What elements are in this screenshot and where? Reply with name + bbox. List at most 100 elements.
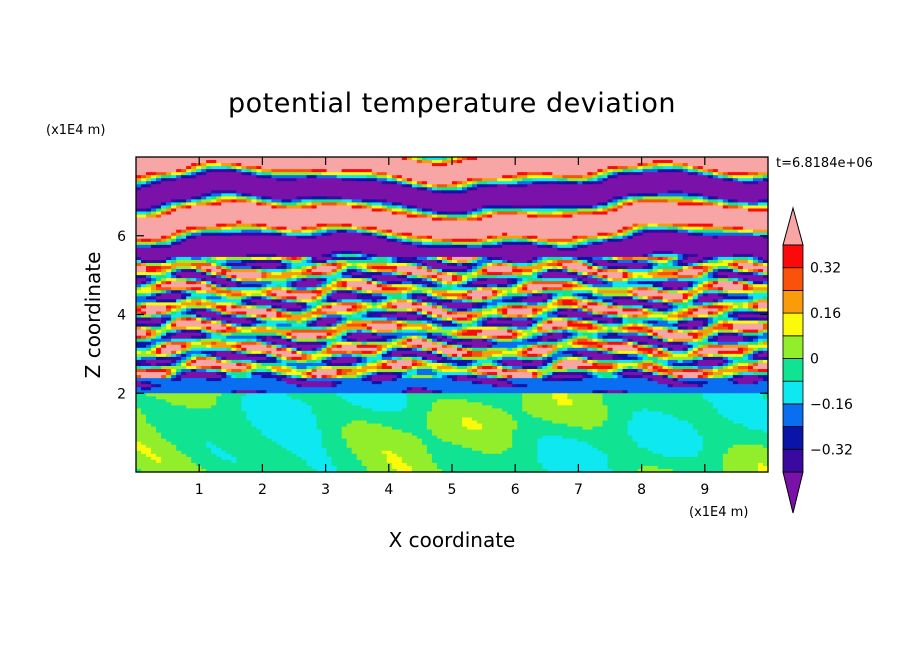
heatmap-cell <box>266 211 273 216</box>
heatmap-cell <box>396 269 403 273</box>
heatmap-cell <box>356 241 363 246</box>
heatmap-cell <box>527 172 533 176</box>
heatmap-cell <box>572 190 578 194</box>
heatmap-cell <box>251 172 257 176</box>
heatmap-cell <box>547 253 553 258</box>
heatmap-cell <box>687 205 694 210</box>
heatmap-cell <box>146 253 152 258</box>
heatmap-cell <box>677 181 684 185</box>
heatmap-cell <box>166 163 172 167</box>
heatmap-cell <box>547 241 553 246</box>
heatmap-cell <box>386 256 393 261</box>
heatmap-cell <box>386 175 393 179</box>
heatmap-cell <box>161 232 167 237</box>
heatmap-cell <box>326 193 333 197</box>
heatmap-cell <box>487 172 493 176</box>
heatmap-cell <box>256 223 262 228</box>
heatmap-cell <box>236 157 242 161</box>
heatmap-cell <box>712 163 719 167</box>
heatmap-cell <box>391 259 398 264</box>
heatmap-cell <box>537 208 543 213</box>
heatmap-cell <box>401 196 408 201</box>
heatmap-cell <box>341 235 348 240</box>
heatmap-cell <box>441 232 448 237</box>
heatmap-cell <box>652 263 659 267</box>
heatmap-cell <box>351 160 358 164</box>
heatmap-cell <box>467 160 473 164</box>
heatmap-cell <box>582 172 589 176</box>
heatmap-cell <box>737 269 744 273</box>
heatmap-cell <box>291 226 298 231</box>
heatmap-cell <box>431 157 438 161</box>
heatmap-cell <box>577 202 584 207</box>
heatmap-cell <box>732 175 739 179</box>
heatmap-cell <box>436 250 443 255</box>
heatmap-cell <box>472 272 478 276</box>
heatmap-cell <box>457 256 463 261</box>
heatmap-cell <box>231 193 237 197</box>
heatmap-cell <box>497 163 503 167</box>
heatmap-cell <box>161 229 167 234</box>
heatmap-cell <box>512 190 518 194</box>
heatmap-cell <box>687 181 694 185</box>
heatmap-cell <box>346 205 353 210</box>
heatmap-cell <box>431 163 438 167</box>
heatmap-cell <box>732 163 739 167</box>
heatmap-cell <box>241 229 247 234</box>
heatmap-cell <box>296 181 303 185</box>
heatmap-cell <box>472 232 478 237</box>
heatmap-cell <box>637 235 644 240</box>
heatmap-cell <box>441 202 448 207</box>
heatmap-cell <box>462 250 468 255</box>
heatmap-cell <box>502 214 508 219</box>
heatmap-cell <box>301 172 308 176</box>
heatmap-cell <box>196 178 202 182</box>
heatmap-cell <box>577 199 584 204</box>
heatmap-cell <box>421 193 428 197</box>
heatmap-cell <box>682 208 689 213</box>
heatmap-cell <box>181 269 187 273</box>
heatmap-cell <box>547 175 553 179</box>
heatmap-cell <box>682 232 689 237</box>
heatmap-cell <box>702 272 709 276</box>
heatmap-cell <box>707 187 714 191</box>
heatmap-cell <box>311 181 318 185</box>
heatmap-cell <box>146 202 152 207</box>
heatmap-cell <box>687 208 694 213</box>
heatmap-cell <box>276 223 283 228</box>
heatmap-cell <box>532 166 538 170</box>
heatmap-cell <box>246 259 252 264</box>
heatmap-cell <box>446 211 453 216</box>
heatmap-cell <box>281 163 288 167</box>
heatmap-cell <box>692 181 699 185</box>
heatmap-cell <box>762 269 769 273</box>
heatmap-cell <box>411 178 418 182</box>
heatmap-cell <box>472 199 478 204</box>
heatmap-cell <box>697 187 704 191</box>
heatmap-cell <box>642 226 649 231</box>
heatmap-cell <box>457 250 463 255</box>
heatmap-cell <box>682 229 689 234</box>
heatmap-cell <box>281 253 288 258</box>
heatmap-cell <box>361 181 368 185</box>
heatmap-cell <box>201 214 207 219</box>
heatmap-cell <box>532 199 538 204</box>
heatmap-cell <box>517 175 523 179</box>
heatmap-cell <box>717 263 724 267</box>
heatmap-cell <box>221 214 227 219</box>
heatmap-cell <box>206 275 212 279</box>
heatmap-cell <box>542 263 548 267</box>
heatmap-cell <box>186 214 192 219</box>
heatmap-cell <box>482 187 488 191</box>
heatmap-cell <box>552 266 558 270</box>
heatmap-cell <box>482 220 488 225</box>
heatmap-cell <box>597 181 604 185</box>
heatmap-cell <box>607 223 614 228</box>
heatmap-cell <box>181 172 187 176</box>
heatmap-cell <box>331 266 338 270</box>
heatmap-cell <box>667 250 674 255</box>
heatmap-cell <box>306 266 313 270</box>
heatmap-cell <box>386 202 393 207</box>
heatmap-cell <box>527 190 533 194</box>
heatmap-cell <box>747 166 754 170</box>
